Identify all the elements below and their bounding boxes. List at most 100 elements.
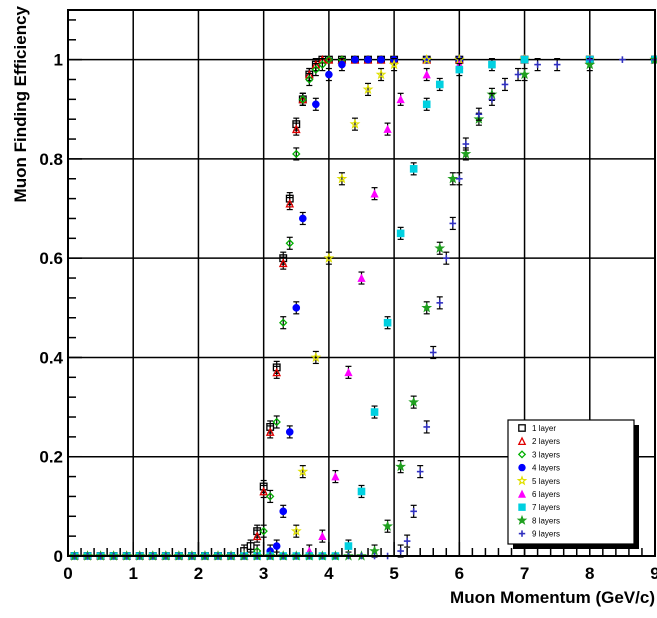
data-point [324, 55, 334, 64]
data-point [272, 539, 281, 553]
legend-label: 9 layers [532, 530, 560, 539]
marker [331, 472, 340, 481]
data-point [252, 529, 262, 543]
marker [409, 165, 418, 173]
data-point [336, 172, 348, 186]
data-point [259, 484, 269, 499]
marker [488, 96, 496, 103]
marker [383, 318, 392, 327]
x-tick-label: 0 [63, 564, 72, 583]
marker [396, 94, 405, 104]
legend-entry: 1 layer [518, 424, 556, 433]
legend-label: 6 layers [532, 490, 560, 499]
y-tick-label: 0.6 [39, 249, 63, 268]
marker [344, 542, 353, 550]
marker [455, 65, 464, 74]
marker [324, 55, 334, 64]
marker [362, 83, 374, 95]
marker [297, 465, 309, 477]
grid-lines [68, 10, 655, 556]
marker [318, 531, 327, 540]
legend-label: 2 layers [532, 437, 560, 446]
legend-entry: 9 layers [518, 530, 560, 539]
marker [370, 408, 379, 416]
data-point [388, 57, 400, 72]
data-point [462, 137, 470, 151]
marker [449, 220, 457, 227]
x-tick-label: 2 [194, 564, 203, 583]
marker [364, 55, 372, 64]
data-point [475, 107, 483, 121]
marker [259, 486, 269, 496]
data-point [409, 162, 418, 176]
marker [351, 55, 359, 64]
marker [416, 468, 424, 475]
data-point [408, 395, 420, 409]
legend-label: 7 layers [532, 503, 560, 512]
data-point [285, 196, 295, 211]
legend-marker [518, 463, 526, 472]
marker [410, 508, 417, 515]
data-point [423, 420, 431, 434]
legend-entry: 2 layers [517, 436, 560, 446]
marker [279, 507, 288, 516]
data-point [519, 67, 530, 82]
x-tick-label: 7 [520, 564, 529, 583]
marker [292, 149, 301, 159]
legend-marker [518, 503, 526, 511]
x-tick-label: 8 [585, 564, 594, 583]
data-point [278, 256, 288, 270]
marker [382, 520, 394, 531]
legend-box [507, 419, 635, 545]
data-point [351, 55, 359, 64]
data-point [265, 425, 275, 439]
data-point [455, 62, 464, 77]
marker [395, 460, 407, 472]
series-9 [71, 56, 657, 560]
data-point [488, 57, 496, 72]
marker [357, 273, 366, 282]
marker [252, 531, 262, 541]
legend-entry: 7 layers [518, 503, 560, 512]
data-point [422, 97, 431, 111]
marker [447, 173, 459, 184]
x-axis-title: Muon Momentum (GeV/c) [450, 588, 655, 607]
data-point [285, 425, 294, 439]
marker [456, 175, 463, 183]
marker [246, 542, 255, 551]
marker [403, 537, 411, 545]
data-point [449, 216, 457, 231]
data-point [305, 72, 314, 87]
data-point [422, 67, 431, 82]
data-point [297, 465, 309, 479]
data-point [456, 172, 463, 186]
marker [619, 56, 626, 63]
marker [421, 53, 433, 65]
marker [259, 526, 268, 536]
data-point [397, 544, 404, 558]
data-point [357, 271, 366, 285]
marker [408, 396, 420, 407]
marker [265, 492, 275, 501]
y-axis-title: Muon Finding Efficiency [11, 5, 30, 202]
data-point [272, 415, 281, 429]
legend-entry: 4 layers [518, 463, 560, 473]
data-point [619, 56, 626, 63]
data-point [410, 504, 417, 518]
data-point [434, 241, 446, 255]
marker [323, 252, 335, 263]
marker [460, 148, 472, 159]
marker [383, 124, 392, 133]
data-point [364, 55, 372, 64]
legend-label: 1 layer [532, 424, 556, 433]
marker [349, 118, 361, 129]
data-point [370, 405, 379, 419]
marker [285, 239, 294, 248]
data-point [285, 236, 294, 250]
marker [312, 100, 320, 109]
data-point [292, 301, 301, 315]
data-point [370, 187, 379, 201]
data-point [325, 67, 333, 82]
data-point [460, 147, 472, 161]
